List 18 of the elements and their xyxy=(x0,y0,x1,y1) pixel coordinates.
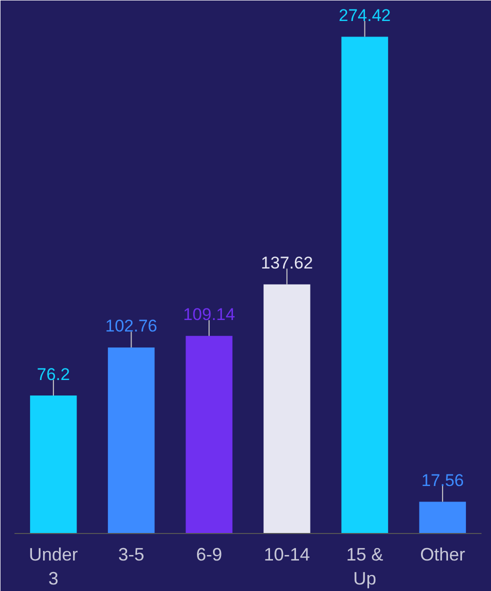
bar xyxy=(419,502,466,534)
data-label: 137.62 xyxy=(260,254,313,273)
bar xyxy=(264,284,310,534)
bar xyxy=(186,336,232,534)
data-label: 109.14 xyxy=(183,305,236,324)
data-label: 102.76 xyxy=(105,316,158,336)
x-tick-label: 15 & Up xyxy=(346,544,384,588)
data-label: 274.42 xyxy=(338,6,391,25)
data-label: 76.2 xyxy=(36,364,70,384)
bar xyxy=(30,396,77,534)
x-tick-label: 10-14 xyxy=(264,544,310,564)
x-tick-label: Other xyxy=(420,544,466,564)
x-tick-label: Under 3 xyxy=(28,544,78,588)
bar xyxy=(341,36,388,534)
x-tick-label: 3-5 xyxy=(118,544,144,564)
data-label: 17.56 xyxy=(421,470,464,490)
x-tick-label: 6-9 xyxy=(196,544,222,564)
bar xyxy=(108,347,155,534)
